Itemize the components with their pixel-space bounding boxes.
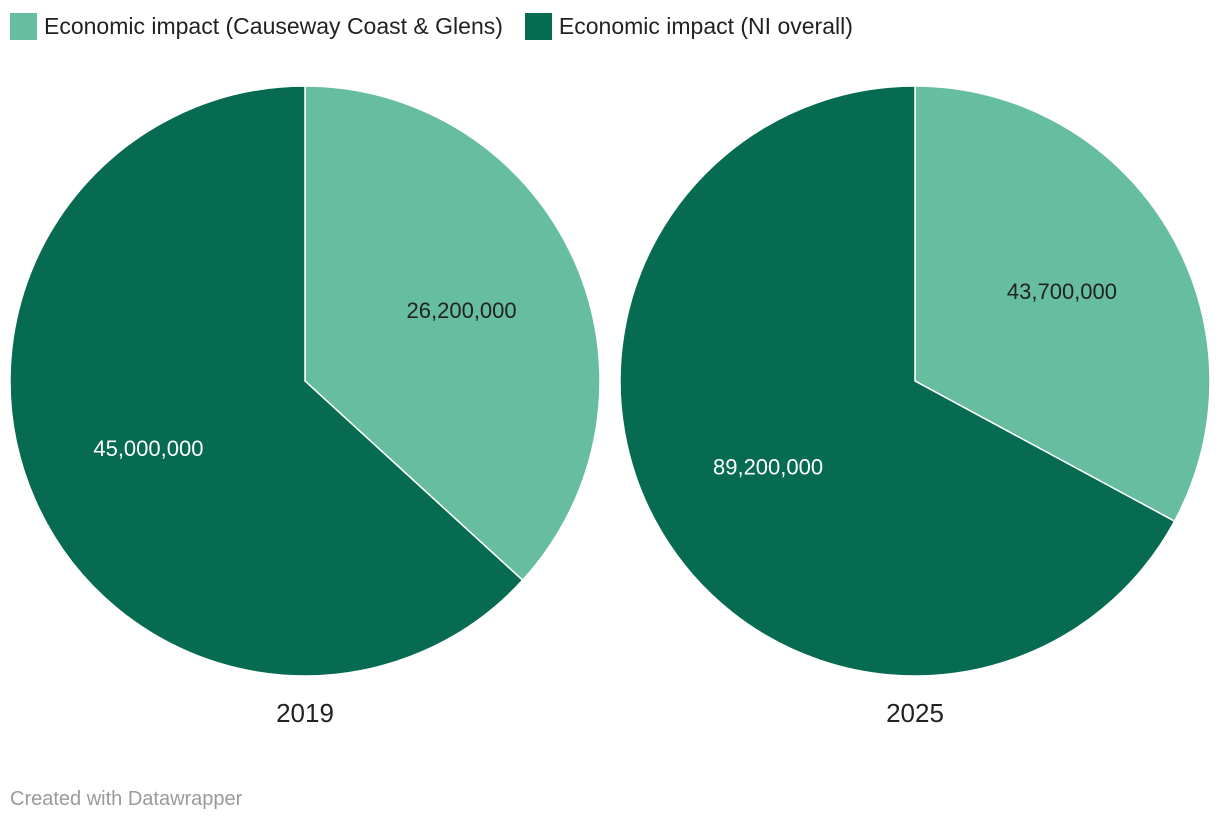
- slice-value-label: 45,000,000: [93, 436, 203, 461]
- legend-label-ni: Economic impact (NI overall): [558, 13, 853, 39]
- pie-2019: 26,200,000 45,000,000 2019: [9, 85, 601, 728]
- slice-value-label: 26,200,000: [407, 298, 517, 323]
- legend-label-causeway: Economic impact (Causeway Coast & Glens): [44, 13, 503, 39]
- slice-value-label: 43,700,000: [1007, 279, 1117, 304]
- legend-item-causeway[interactable]: Economic impact (Causeway Coast & Glens): [10, 13, 503, 40]
- legend-swatch-causeway: [10, 13, 37, 40]
- pie-slice-2019-causeway[interactable]: [304, 85, 601, 582]
- pie-2025: 43,700,000 89,200,000 2025: [619, 85, 1211, 728]
- pie-slice-2019-ni[interactable]: [9, 85, 524, 677]
- footer-credit: Created with Datawrapper: [10, 788, 243, 810]
- legend: Economic impact (Causeway Coast & Glens)…: [10, 13, 853, 40]
- pie-charts: 26,200,000 45,000,000 2019 43,700,000 89,200…: [9, 85, 1211, 728]
- pie-title-2019: 2019: [276, 698, 334, 728]
- legend-item-ni[interactable]: Economic impact (NI overall): [524, 13, 853, 40]
- slice-value-label: 89,200,000: [713, 454, 823, 479]
- pie-slice-2025-causeway[interactable]: [914, 85, 1211, 523]
- legend-swatch-ni: [524, 13, 552, 40]
- pie-title-2025: 2025: [886, 698, 944, 728]
- pie-slice-2025-ni[interactable]: [619, 85, 1176, 677]
